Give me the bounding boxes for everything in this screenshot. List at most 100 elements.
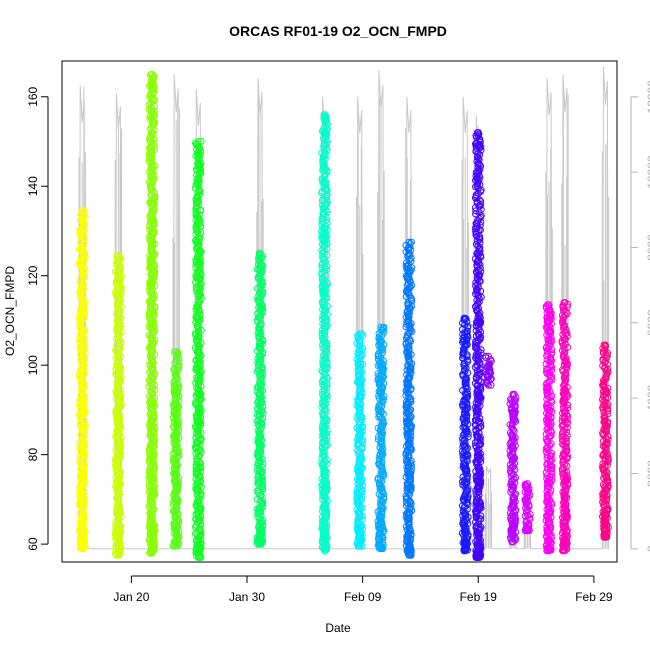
data-point (375, 480, 383, 488)
data-point (115, 372, 123, 380)
data-point (379, 470, 387, 478)
data-point (461, 379, 469, 387)
data-point (79, 335, 87, 343)
data-point (80, 307, 88, 315)
data-point (404, 399, 412, 407)
data-point (379, 323, 387, 331)
data-point (321, 289, 328, 297)
data-point (461, 528, 469, 536)
data-point (323, 434, 331, 442)
data-point (473, 153, 481, 161)
data-point (319, 298, 327, 306)
data-point (193, 198, 201, 206)
data-point (354, 371, 362, 379)
data-point (148, 525, 156, 533)
data-point-min (148, 549, 156, 557)
data-point (472, 422, 480, 430)
data-point (319, 460, 327, 468)
data-point (114, 301, 121, 309)
data-point (319, 401, 327, 409)
data-point (170, 378, 178, 386)
altitude-trace-layer (78, 66, 610, 550)
data-point (507, 514, 515, 522)
data-point (321, 355, 329, 363)
data-point (258, 478, 266, 486)
data-point (196, 395, 204, 403)
data-point (511, 408, 518, 416)
data-point (147, 373, 155, 381)
data-point (258, 301, 266, 309)
data-point (319, 224, 327, 232)
data-point (380, 490, 388, 498)
data-point (146, 453, 154, 461)
data-point (375, 531, 383, 539)
data-point (355, 477, 363, 485)
data-point (149, 429, 157, 437)
data-point (147, 424, 155, 432)
data-point (112, 542, 120, 550)
data-point-max (256, 249, 264, 257)
data-point (115, 324, 123, 332)
data-point (148, 178, 156, 186)
data-point (148, 366, 155, 374)
data-point (113, 437, 121, 445)
data-point (78, 211, 86, 219)
data-point (546, 328, 554, 336)
data-point (321, 330, 329, 338)
data-point (150, 136, 158, 143)
data-point (560, 452, 568, 460)
data-point-min (321, 547, 329, 555)
data-point (403, 458, 410, 465)
data-point (146, 281, 154, 289)
data-point (403, 420, 411, 428)
data-point-max (509, 390, 517, 398)
data-point (472, 502, 480, 510)
data-point (560, 399, 568, 407)
data-point (257, 304, 265, 312)
data-point (547, 486, 555, 494)
data-point (170, 431, 178, 439)
data-point (474, 433, 482, 441)
data-point (560, 386, 568, 394)
data-point (476, 261, 484, 269)
data-point (461, 415, 469, 422)
data-point (319, 524, 327, 532)
data-point (544, 345, 552, 353)
data-point (80, 500, 88, 507)
data-point (322, 500, 329, 508)
data-point (147, 348, 155, 355)
data-point (462, 364, 470, 372)
data-point (78, 454, 86, 462)
data-point (474, 386, 482, 393)
data-point (461, 436, 469, 444)
data-point (378, 504, 386, 512)
data-point (561, 414, 569, 422)
data-point (78, 497, 86, 505)
data-point (322, 391, 330, 399)
data-point (547, 452, 555, 460)
data-point (76, 495, 84, 503)
data-point (462, 427, 470, 435)
data-point (150, 489, 158, 497)
data-point (256, 290, 264, 298)
data-point (80, 425, 88, 433)
data-point (255, 332, 263, 340)
data-point (472, 318, 480, 326)
data-point (146, 494, 154, 502)
data-point (354, 526, 362, 534)
data-point (477, 287, 485, 295)
data-point-min (509, 538, 517, 546)
data-point (356, 456, 364, 464)
data-point (172, 531, 180, 539)
data-point (476, 181, 484, 189)
data-point (407, 551, 415, 559)
data-point (319, 254, 327, 262)
data-point (542, 445, 550, 453)
data-point (147, 210, 155, 218)
data-point (194, 214, 202, 222)
data-point (563, 362, 571, 370)
data-point (150, 171, 158, 179)
data-point (78, 478, 86, 486)
data-point (146, 399, 154, 407)
data-point (194, 422, 202, 430)
